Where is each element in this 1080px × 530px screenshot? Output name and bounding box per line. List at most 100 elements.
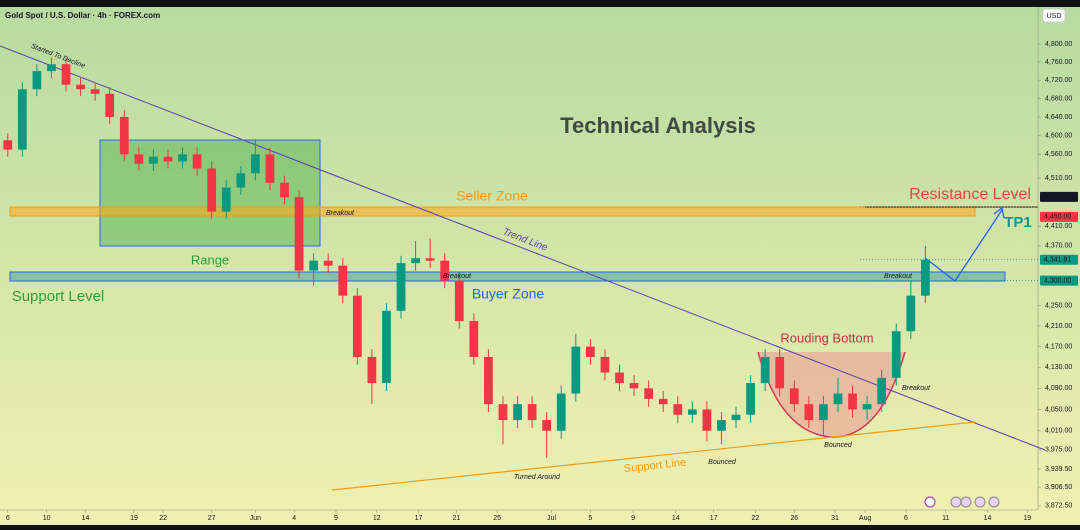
candle-body (658, 398, 668, 405)
x-tick-label: 10 (43, 515, 51, 522)
candle-body (90, 89, 100, 94)
x-tick-label: 14 (984, 515, 992, 522)
candle-body (571, 346, 581, 394)
y-tick-label: 3,872.50 (1045, 503, 1072, 510)
candle-body (382, 310, 391, 384)
breakout-label: Breakout (326, 210, 355, 217)
candle-body (920, 259, 930, 296)
y-tick-label: 4,600.00 (1045, 132, 1072, 139)
candle-body (32, 71, 42, 90)
candle-body (760, 356, 770, 384)
heading: Technical Analysis (560, 113, 756, 138)
x-tick-label: 19 (1023, 515, 1031, 522)
candle-body (367, 356, 377, 384)
candle-body (731, 414, 741, 421)
y-tick-label: 4,760.00 (1045, 59, 1072, 66)
currency-box[interactable] (1042, 8, 1066, 23)
symbol-title: Gold Spot / U.S. Dollar · 4h · FOREX.com (5, 11, 160, 20)
target-label: TP1 (1004, 214, 1032, 231)
x-tick-label: 31 (831, 515, 839, 522)
x-tick-label: 9 (334, 515, 338, 522)
candle-body (542, 420, 552, 431)
y-tick-label: 4,640.00 (1045, 114, 1072, 121)
x-tick-label: 22 (752, 515, 760, 522)
x-tick-label: 9 (631, 515, 635, 522)
candle-body (352, 295, 362, 357)
price-tag (1040, 191, 1078, 202)
candle-body (251, 154, 260, 174)
event-icon[interactable] (924, 496, 936, 508)
currency[interactable]: USD (1047, 13, 1062, 20)
support-level-label: Support Level (12, 288, 105, 305)
candle-body (600, 356, 610, 373)
candle-body (804, 404, 814, 421)
x-tick-label: 19 (130, 515, 138, 522)
y-tick-label: 4,510.00 (1045, 175, 1072, 182)
y-tick-label: 4,170.00 (1045, 343, 1072, 350)
y-tick-label: 4,720.00 (1045, 77, 1072, 84)
candle-body (789, 388, 799, 405)
breakout-label: Breakout (902, 385, 931, 392)
candle-body (775, 356, 785, 389)
event-icon[interactable] (988, 496, 1000, 508)
price-tag-label: 4,450.00 (1044, 214, 1071, 221)
candle-body (149, 156, 158, 164)
candle-body (192, 154, 202, 169)
candle-body (702, 409, 712, 431)
candle-body (673, 404, 683, 415)
candle-body (134, 154, 144, 164)
candle-body (265, 154, 275, 183)
event-icon[interactable] (950, 496, 962, 508)
price-tag (1040, 254, 1078, 265)
seller-zone (9, 206, 976, 217)
candle-body (746, 383, 755, 415)
event-icon[interactable] (974, 496, 986, 508)
y-tick-label: 4,560.00 (1045, 151, 1072, 158)
buyer-zone-label: Buyer Zone (472, 286, 545, 302)
candle-body (178, 154, 187, 162)
candle-body (119, 116, 129, 155)
candle-body (484, 356, 493, 405)
x-tick-label: 17 (710, 515, 718, 522)
x-tick-label: Aug (859, 515, 872, 522)
seller-zone-label: Seller Zone (456, 188, 528, 204)
candle-body (819, 404, 828, 421)
candle-body (425, 258, 435, 261)
candle-body (411, 258, 420, 264)
y-tick-label: 4,250.00 (1045, 303, 1072, 310)
bounced-label: Bounced (708, 459, 737, 466)
candle-body (585, 346, 595, 357)
price-tag-label: 4,341.91 (1044, 257, 1071, 264)
x-tick-label: 14 (82, 515, 90, 522)
candle-body (891, 331, 901, 378)
y-tick-label: 3,975.00 (1045, 446, 1072, 453)
candle-body (47, 64, 56, 72)
candle-body (3, 140, 13, 150)
candle-body (527, 404, 537, 421)
y-tick-label: 4,370.00 (1045, 243, 1072, 250)
candle-body (17, 89, 27, 150)
candle-body (309, 260, 319, 271)
x-tick-label: 5 (588, 515, 592, 522)
rounding-bottom-label: Rouding Bottom (780, 330, 873, 345)
x-tick-label: 25 (493, 515, 501, 522)
candle-body (236, 173, 246, 188)
buyer-zone (9, 271, 1006, 282)
rounding-bottom-area (758, 352, 905, 438)
support-line (331, 421, 976, 491)
candle-body (163, 156, 173, 162)
x-tick-label: 4 (292, 515, 296, 522)
x-tick-label: Jul (547, 515, 556, 522)
x-tick-label: 12 (373, 515, 381, 522)
candle-body (396, 263, 406, 311)
candle-body (644, 388, 653, 399)
candle-body (323, 260, 333, 266)
candle-body (615, 372, 624, 384)
candle-body (454, 280, 464, 321)
x-tick-label: 6 (6, 515, 10, 522)
breakout-label: Breakout (443, 273, 472, 280)
price-tag (1040, 275, 1078, 286)
event-icon[interactable] (960, 496, 972, 508)
x-tick-label: 11 (942, 515, 949, 522)
x-tick-label: 21 (452, 515, 460, 522)
